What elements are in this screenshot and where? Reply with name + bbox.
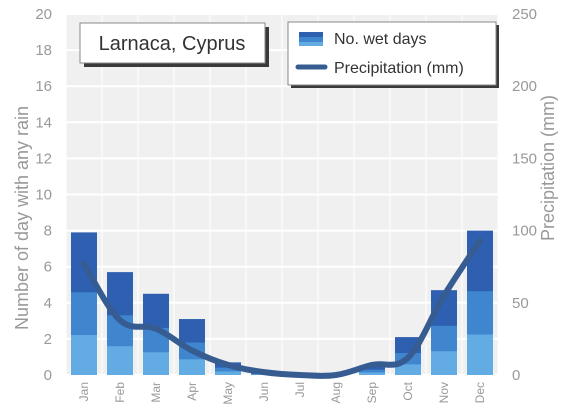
left-tick-label: 16 — [35, 78, 52, 95]
month-label: Jul — [293, 382, 307, 397]
precipitation-line — [81, 237, 483, 379]
bar-segment — [359, 369, 385, 375]
right-axis-title: Precipitation (mm) — [538, 95, 558, 241]
left-tick-label: 12 — [35, 150, 52, 167]
bar-dec — [467, 230, 493, 375]
left-tick-label: 20 — [35, 6, 52, 23]
right-tick-label: 250 — [512, 6, 537, 23]
right-tick-label: 100 — [512, 223, 537, 240]
gridlines — [65, 13, 499, 376]
wet-days-bars — [71, 230, 493, 375]
left-tick-label: 10 — [35, 187, 52, 204]
left-tick-label: 2 — [44, 331, 52, 348]
bar-segment — [215, 371, 241, 375]
bar-segment — [143, 352, 169, 375]
right-axis-ticks: 0 50 100 150 200 250 — [512, 6, 537, 384]
bar-segment — [71, 335, 97, 375]
month-label: Oct — [401, 381, 415, 400]
bar-nov — [431, 290, 457, 375]
right-tick-label: 0 — [512, 367, 520, 384]
bar-segment — [467, 334, 493, 375]
month-label: Mar — [149, 382, 163, 403]
bar-jan — [71, 232, 97, 375]
legend: No. wet days Precipitation (mm) — [287, 21, 499, 88]
month-label: Apr — [185, 382, 199, 401]
left-tick-label: 4 — [44, 295, 52, 312]
left-axis-title: Number of day with any rain — [12, 106, 32, 330]
month-label: Nov — [437, 382, 451, 403]
left-tick-label: 6 — [44, 259, 52, 276]
bar-segment — [107, 346, 133, 375]
bar-segment — [215, 367, 241, 375]
month-label: Sep — [365, 382, 379, 404]
bar-segment — [359, 372, 385, 375]
legend-label-precipitation: Precipitation (mm) — [334, 60, 464, 77]
month-label: Feb — [113, 382, 127, 403]
month-label: Jan — [77, 382, 91, 401]
month-label: Jun — [257, 382, 271, 401]
month-axis-ticks: Jan Feb Mar Apr May Jun Jul Aug Sep Oct Nov Dec — [77, 381, 487, 404]
right-tick-label: 150 — [512, 150, 537, 167]
title-box-frame — [79, 22, 266, 64]
right-tick-label: 200 — [512, 78, 537, 95]
bar-segment — [179, 359, 205, 375]
legend-label-wet-days: No. wet days — [334, 31, 426, 48]
right-tick-label: 50 — [512, 295, 529, 312]
bar-apr — [179, 319, 205, 375]
month-label: May — [221, 382, 235, 405]
bar-sep — [359, 365, 385, 375]
month-label: Dec — [473, 382, 487, 403]
left-tick-label: 18 — [35, 42, 52, 59]
left-tick-label: 14 — [35, 114, 52, 131]
legend-bar-swatch — [299, 32, 323, 46]
bar-segment — [395, 364, 421, 375]
left-axis-ticks: 0 2 4 6 8 10 12 14 16 18 20 — [35, 6, 52, 384]
bar-segment — [431, 351, 457, 375]
chart-title: Larnaca, Cyprus — [99, 33, 246, 55]
title-box: Larnaca, Cyprus — [79, 22, 269, 67]
left-tick-label: 0 — [44, 367, 52, 384]
month-label: Aug — [329, 382, 343, 403]
left-tick-label: 8 — [44, 223, 52, 240]
